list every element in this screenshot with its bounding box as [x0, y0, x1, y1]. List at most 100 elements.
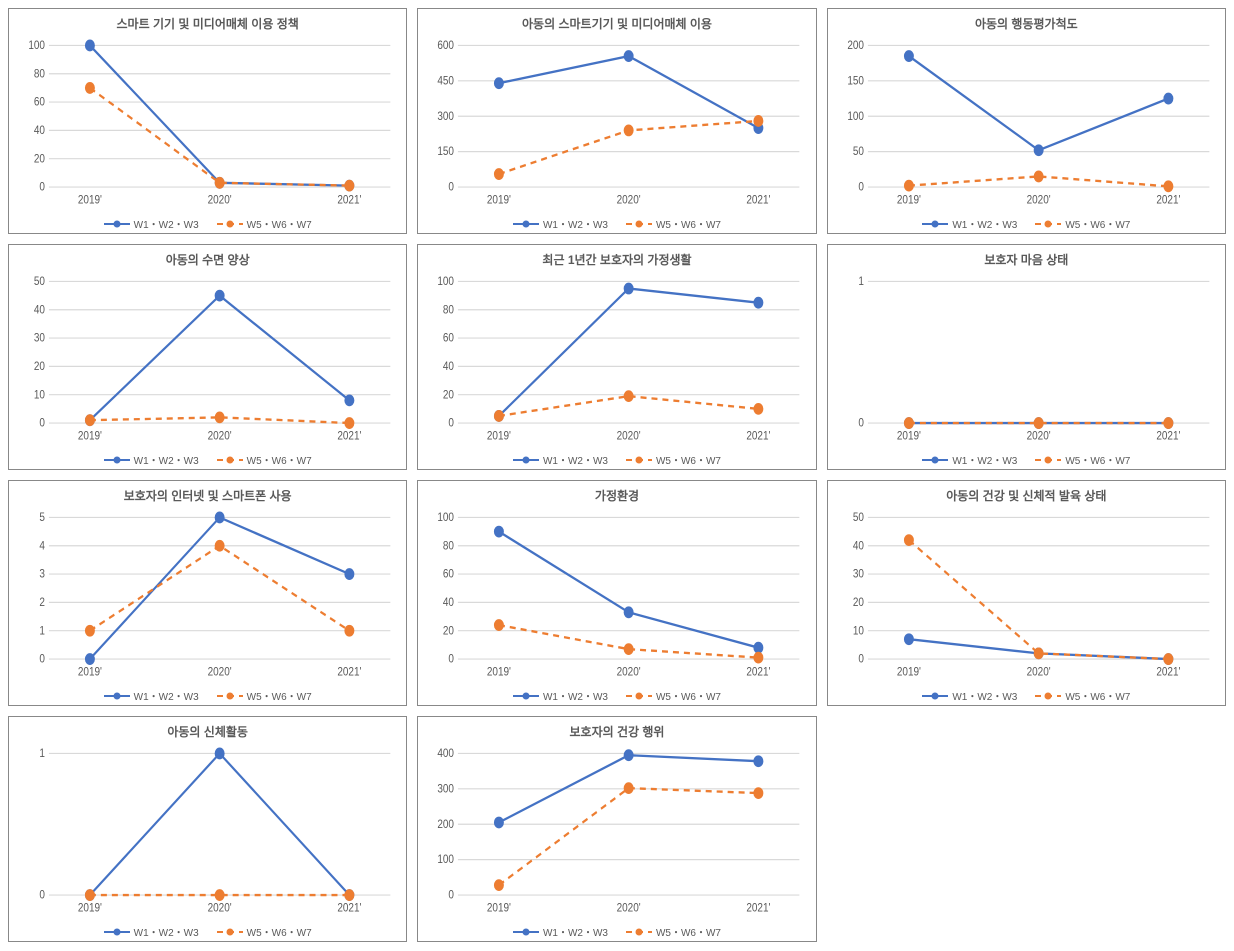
- series-marker: [216, 178, 224, 187]
- series-marker: [755, 298, 763, 307]
- legend-label: W5・W6・W7: [656, 924, 721, 939]
- legend-swatch-icon: [217, 927, 243, 937]
- y-tick-label: 150: [438, 145, 455, 158]
- legend-item: W5・W6・W7: [1035, 688, 1130, 703]
- legend-item: W1・W2・W3: [104, 452, 199, 467]
- y-tick-label: 30: [34, 332, 45, 345]
- y-tick-label: 5: [39, 511, 45, 524]
- y-tick-label: 300: [438, 110, 455, 123]
- chart-plot-area: 010203040502019'2020'2021': [832, 508, 1221, 685]
- x-tick-label: 2020': [1026, 194, 1050, 207]
- x-tick-label: 2019': [897, 430, 921, 443]
- chart-legend: W1・W2・W3W5・W6・W7: [422, 685, 811, 703]
- series-marker: [625, 284, 633, 293]
- series-marker: [495, 78, 503, 87]
- chart-plot-area: 01002003004002019'2020'2021': [422, 744, 811, 921]
- y-tick-label: 0: [449, 417, 455, 430]
- y-tick-label: 3: [39, 568, 45, 581]
- legend-item: W1・W2・W3: [922, 216, 1017, 231]
- y-tick-label: 0: [858, 417, 864, 430]
- legend-swatch-icon: [104, 691, 130, 701]
- series-marker: [755, 757, 763, 766]
- y-tick-label: 80: [34, 68, 45, 81]
- y-tick-label: 20: [443, 625, 454, 638]
- chart-title: 보호자 마음 상태: [832, 251, 1221, 268]
- x-tick-label: 2019': [487, 666, 511, 679]
- y-tick-label: 1: [858, 275, 864, 288]
- legend-item: W5・W6・W7: [217, 688, 312, 703]
- chart-legend: W1・W2・W3 W5・W6・W7: [832, 449, 1221, 467]
- legend-label: W5・W6・W7: [1065, 688, 1130, 703]
- legend-label: W5・W6・W7: [1065, 216, 1130, 231]
- series-marker: [216, 541, 224, 550]
- series-marker: [1034, 649, 1042, 658]
- legend-label: W5・W6・W7: [247, 216, 312, 231]
- chart-grid: 스마트 기기 및 미디어매체 이용 정책0204060801002019'202…: [8, 8, 1226, 942]
- legend-swatch-icon: [104, 455, 130, 465]
- legend-swatch-icon: [513, 219, 539, 229]
- chart-title: 아동의 신체활동: [13, 723, 402, 740]
- series-marker: [905, 535, 913, 544]
- series-marker: [755, 788, 763, 797]
- legend-swatch-icon: [1035, 455, 1061, 465]
- y-tick-label: 10: [34, 389, 45, 402]
- legend-swatch-icon: [1035, 219, 1061, 229]
- legend-label: W1・W2・W3: [952, 452, 1017, 467]
- series-marker: [1164, 182, 1172, 191]
- x-tick-label: 2019': [78, 430, 102, 443]
- y-tick-label: 2: [39, 596, 45, 609]
- legend-item: W1・W2・W3: [104, 924, 199, 939]
- chart-legend: W1・W2・W3 W5・W6・W7: [13, 685, 402, 703]
- y-tick-label: 0: [39, 417, 45, 430]
- y-tick-label: 20: [34, 153, 45, 166]
- legend-item: W1・W2・W3: [513, 688, 608, 703]
- x-tick-label: 2020': [208, 902, 232, 915]
- x-tick-label: 2019': [487, 194, 511, 207]
- x-tick-label: 2020': [1026, 430, 1050, 443]
- x-tick-label: 2021': [747, 902, 771, 915]
- chart-title: 아동의 행동평가척도: [832, 15, 1221, 32]
- series-marker: [345, 396, 353, 405]
- chart-title: 보호자의 인터넷 및 스마트폰 사용: [13, 487, 402, 504]
- legend-label: W5・W6・W7: [656, 452, 721, 467]
- y-tick-label: 40: [443, 596, 454, 609]
- y-tick-label: 100: [28, 39, 45, 52]
- y-tick-label: 600: [438, 39, 455, 52]
- series-marker: [345, 626, 353, 635]
- legend-item: W5・W6・W7: [217, 924, 312, 939]
- legend-label: W1・W2・W3: [543, 924, 608, 939]
- legend-label: W5・W6・W7: [656, 216, 721, 231]
- y-tick-label: 0: [449, 889, 455, 902]
- y-tick-label: 40: [34, 304, 45, 317]
- chart-plot-area: 0204060801002019'2020'2021': [422, 508, 811, 685]
- chart-plot-area: 0204060801002019'2020'2021': [13, 36, 402, 213]
- legend-swatch-icon: [626, 691, 652, 701]
- legend-item: W5・W6・W7: [1035, 216, 1130, 231]
- chart-card: 최근 1년간 보호자의 가정생활0204060801002019'2020'20…: [417, 244, 816, 470]
- series-marker: [345, 890, 353, 899]
- y-tick-label: 1: [39, 625, 45, 638]
- legend-label: W1・W2・W3: [134, 216, 199, 231]
- legend-item: W5・W6・W7: [1035, 452, 1130, 467]
- legend-swatch-icon: [217, 219, 243, 229]
- legend-item: W1・W2・W3: [104, 688, 199, 703]
- chart-card: 아동의 신체활동012019'2020'2021'W1・W2・W3W5・W6・W…: [8, 716, 407, 942]
- series-line: [909, 56, 1168, 150]
- series-marker: [755, 404, 763, 413]
- chart-plot-area: 0204060801002019'2020'2021': [422, 272, 811, 449]
- series-marker: [905, 418, 913, 427]
- y-tick-label: 40: [853, 540, 864, 553]
- series-marker: [216, 413, 224, 422]
- series-marker: [905, 181, 913, 190]
- y-tick-label: 60: [443, 332, 454, 345]
- y-tick-label: 10: [853, 625, 864, 638]
- series-marker: [345, 418, 353, 427]
- chart-card: 보호자 마음 상태012019'2020'2021'W1・W2・W3W5・W6・…: [827, 244, 1226, 470]
- series-marker: [86, 41, 94, 50]
- y-tick-label: 60: [443, 568, 454, 581]
- legend-label: W1・W2・W3: [134, 688, 199, 703]
- series-marker: [86, 890, 94, 899]
- x-tick-label: 2021': [337, 902, 361, 915]
- legend-item: W5・W6・W7: [626, 216, 721, 231]
- legend-label: W5・W6・W7: [247, 688, 312, 703]
